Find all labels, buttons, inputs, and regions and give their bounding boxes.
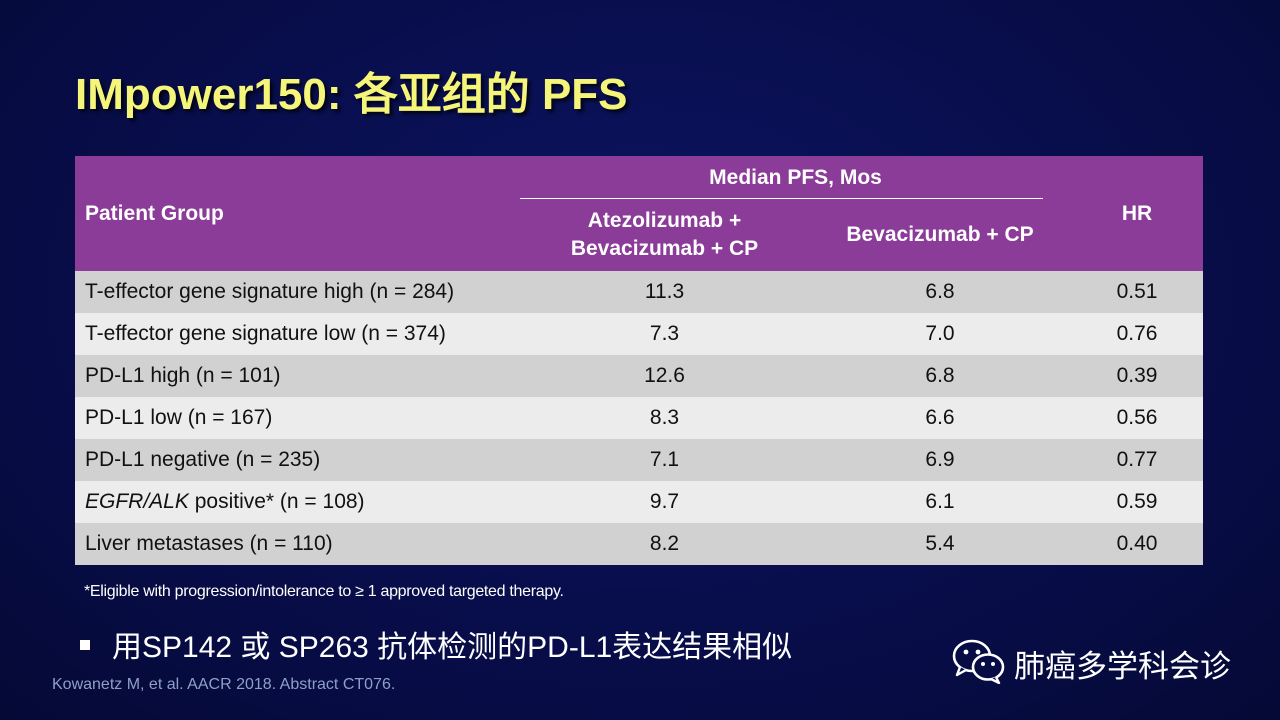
header-divider [520,198,1043,199]
row-arm-a-value: 8.2 [520,523,809,565]
table-row: PD-L1 low (n = 167) 8.3 6.6 0.56 [75,397,1203,439]
row-hr-value: 0.59 [1071,481,1203,523]
bullet-point: 用SP142 或 SP263 抗体检测的PD-L1表达结果相似 [80,622,792,666]
row-hr-value: 0.56 [1071,397,1203,439]
row-arm-b-value: 6.9 [809,439,1071,481]
row-arm-a-value: 7.1 [520,439,809,481]
row-hr-value: 0.39 [1071,355,1203,397]
row-arm-b-value: 5.4 [809,523,1071,565]
header-median-pfs: Median PFS, Mos [520,156,1071,199]
pfs-subgroup-table: Patient Group Median PFS, Mos HR Atezoli… [75,156,1203,565]
row-arm-a-value: 11.3 [520,271,809,313]
row-hr-value: 0.40 [1071,523,1203,565]
row-hr-value: 0.51 [1071,271,1203,313]
row-arm-b-value: 6.6 [809,397,1071,439]
row-group: Liver metastases (n = 110) [75,523,520,565]
header-arm-atezolizumab: Atezolizumab + Bevacizumab + CP [520,199,809,271]
wechat-watermark: 肺癌多学科会诊 [952,638,1231,689]
reference-citation: Kowanetz M, et al. AACR 2018. Abstract C… [52,676,396,693]
slide-title: IMpower150: 各亚组的 PFS [75,70,628,119]
header-median-pfs-label: Median PFS, Mos [709,165,882,189]
row-group-italic: EGFR/ALK [85,490,189,513]
wechat-icon [952,638,1006,689]
row-arm-b-value: 6.1 [809,481,1071,523]
row-arm-a-value: 7.3 [520,313,809,355]
bullet-text: 用SP142 或 SP263 抗体检测的PD-L1表达结果相似 [112,631,793,664]
table-footnote: *Eligible with progression/intolerance t… [84,583,564,600]
header-patient-group: Patient Group [75,156,520,271]
row-arm-a-value: 12.6 [520,355,809,397]
row-arm-b-value: 7.0 [809,313,1071,355]
table-row: T-effector gene signature low (n = 374) … [75,313,1203,355]
row-hr-value: 0.76 [1071,313,1203,355]
header-hr: HR [1071,156,1203,271]
row-group: T-effector gene signature high (n = 284) [75,271,520,313]
table-row: PD-L1 negative (n = 235) 7.1 6.9 0.77 [75,439,1203,481]
watermark-text: 肺癌多学科会诊 [1014,649,1231,684]
row-group: PD-L1 negative (n = 235) [75,439,520,481]
table-row: Liver metastases (n = 110) 8.2 5.4 0.40 [75,523,1203,565]
bullet-square-icon [80,640,90,651]
row-hr-value: 0.77 [1071,439,1203,481]
row-arm-b-value: 6.8 [809,271,1071,313]
row-arm-b-value: 6.8 [809,355,1071,397]
row-arm-a-value: 8.3 [520,397,809,439]
header-arm-atezolizumab-line2: Bevacizumab + CP [570,237,759,260]
row-group: T-effector gene signature low (n = 374) [75,313,520,355]
row-group: PD-L1 high (n = 101) [75,355,520,397]
table-row: T-effector gene signature high (n = 284)… [75,271,1203,313]
row-arm-a-value: 9.7 [520,481,809,523]
header-arm-bevacizumab: Bevacizumab + CP [809,199,1071,271]
row-group: EGFR/ALK positive* (n = 108) [75,481,520,523]
table-row: PD-L1 high (n = 101) 12.6 6.8 0.39 [75,355,1203,397]
row-group-rest: positive* (n = 108) [188,490,365,513]
header-arm-atezolizumab-line1: Atezolizumab + [587,209,742,232]
table-row: EGFR/ALK positive* (n = 108) 9.7 6.1 0.5… [75,481,1203,523]
row-group: PD-L1 low (n = 167) [75,397,520,439]
